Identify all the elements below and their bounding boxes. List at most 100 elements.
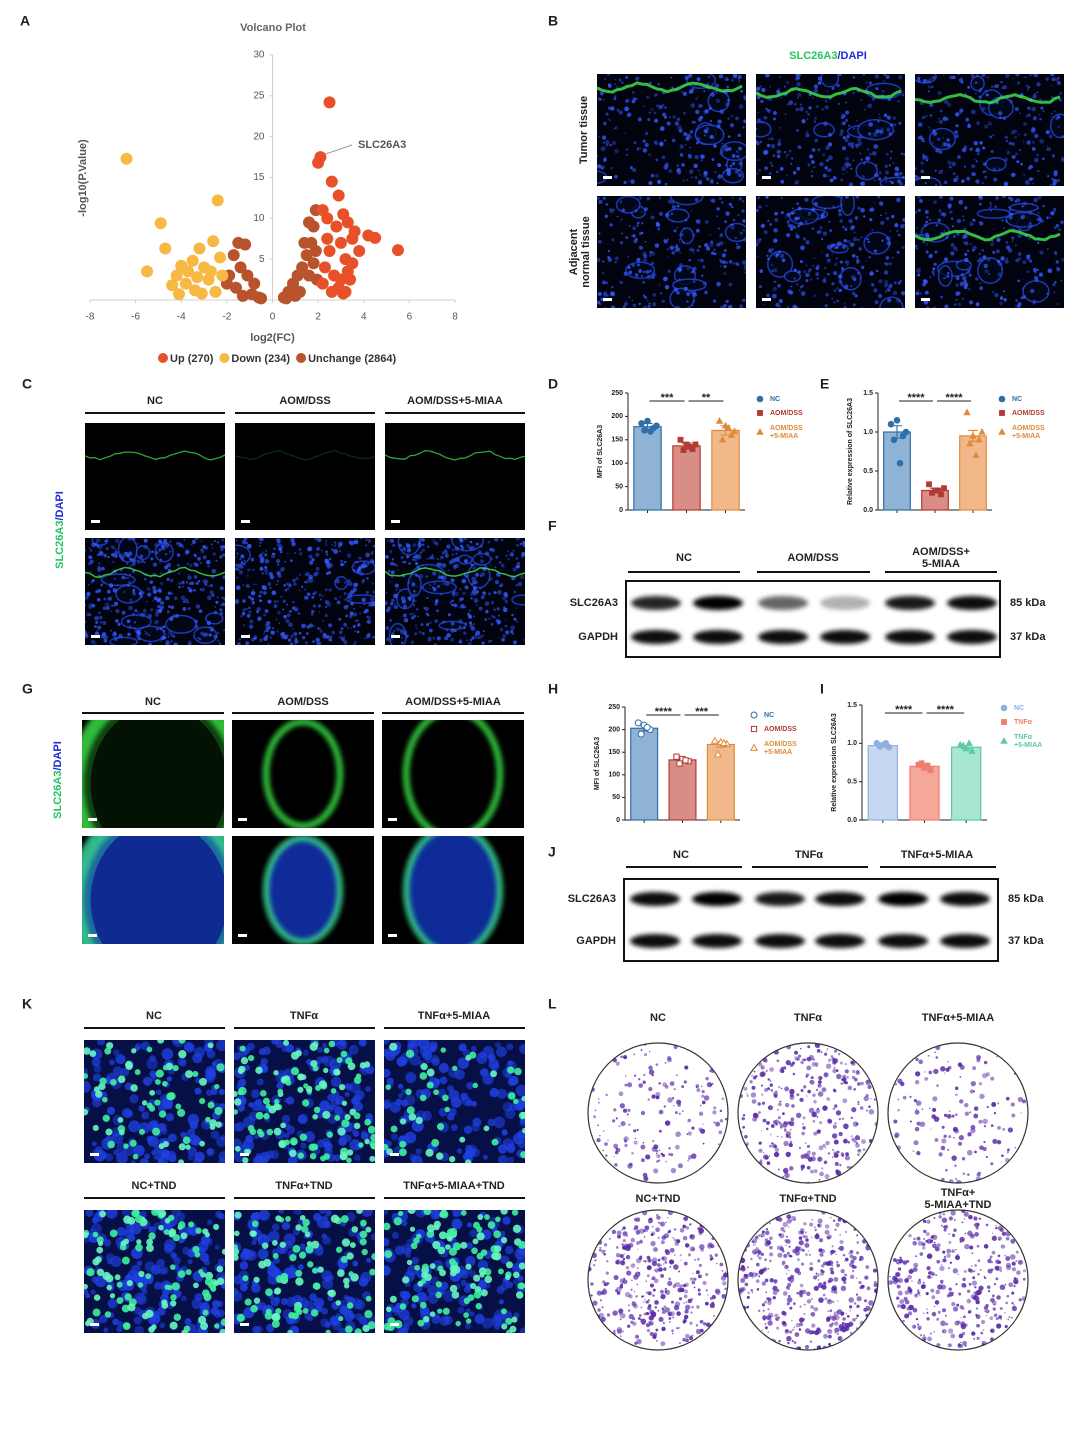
nucleus [161, 1048, 174, 1060]
nucleus [1017, 252, 1022, 256]
nucleus [1037, 169, 1040, 173]
nucleus [428, 556, 432, 560]
nucleus [1033, 157, 1039, 163]
nucleus [215, 1040, 225, 1052]
nucleus [633, 239, 638, 244]
edu-nucleus [415, 1116, 423, 1125]
nucleus [144, 1153, 151, 1160]
nucleus [673, 229, 677, 233]
gland [115, 584, 143, 604]
nucleus [502, 1102, 513, 1112]
nucleus [676, 168, 681, 173]
nucleus [844, 227, 848, 231]
nucleus [621, 208, 625, 212]
nucleus [476, 589, 479, 593]
nucleus [683, 286, 688, 291]
nucleus [363, 610, 367, 614]
nucleus [965, 117, 970, 122]
nucleus [507, 1156, 515, 1163]
organoid-core [406, 836, 500, 944]
blot-frame [625, 580, 1001, 658]
edu-nucleus [460, 1210, 467, 1216]
colony [769, 1083, 774, 1087]
nucleus [623, 180, 627, 185]
nucleus [202, 544, 207, 549]
nucleus [955, 249, 958, 251]
nucleus [93, 625, 96, 628]
edu-nucleus [432, 1240, 441, 1250]
y-tick-label: 50 [612, 794, 620, 801]
colony [594, 1109, 597, 1112]
nucleus [765, 74, 770, 78]
nucleus [917, 76, 921, 80]
edu-nucleus [389, 1042, 398, 1051]
nucleus [651, 275, 656, 279]
data-point [969, 431, 977, 439]
nucleus [91, 1141, 97, 1147]
nucleus [368, 602, 372, 607]
nucleus [315, 571, 320, 575]
colony [605, 1154, 608, 1157]
nucleus [915, 244, 918, 248]
nucleus [979, 202, 982, 206]
data-point [638, 420, 645, 427]
nucleus [470, 563, 474, 567]
edu-nucleus [322, 1110, 331, 1119]
nucleus [408, 548, 412, 551]
nucleus [282, 608, 285, 611]
nucleus [758, 168, 762, 172]
green-signal [385, 567, 525, 578]
nucleus [695, 219, 701, 224]
nucleus [919, 292, 922, 295]
nucleus [460, 546, 465, 550]
nucleus [131, 562, 136, 567]
nucleus [673, 287, 678, 292]
colony [724, 1117, 728, 1121]
colony [669, 1081, 675, 1086]
nucleus [995, 249, 1000, 254]
nucleus [169, 550, 172, 553]
nucleus [358, 556, 362, 560]
nucleus [932, 131, 938, 136]
nucleus [159, 562, 161, 564]
edu-nucleus [338, 1315, 344, 1322]
nucleus [689, 136, 693, 140]
nucleus [505, 554, 508, 557]
edu-nucleus [348, 1271, 354, 1277]
edu-nucleus [180, 1232, 188, 1240]
nucleus [729, 164, 733, 168]
nucleus [897, 99, 901, 103]
edu-nucleus [197, 1315, 207, 1325]
nucleus [837, 274, 843, 279]
scale-bar [390, 1153, 399, 1156]
edu-nucleus [465, 1159, 472, 1163]
nucleus [731, 205, 734, 208]
nucleus [663, 239, 668, 244]
nucleus [613, 95, 617, 99]
nucleus [852, 76, 856, 79]
nucleus [676, 226, 679, 229]
nucleus [807, 269, 811, 273]
nucleus [313, 591, 317, 594]
nucleus [286, 634, 289, 637]
nucleus [875, 163, 878, 167]
nucleus [979, 141, 983, 145]
nucleus [513, 617, 517, 621]
nucleus [245, 607, 248, 611]
nucleus [164, 553, 168, 556]
nucleus [215, 1210, 223, 1218]
nucleus [873, 249, 877, 253]
nucleus [395, 564, 399, 567]
nucleus [94, 643, 97, 645]
nucleus [877, 119, 880, 123]
nucleus [628, 225, 631, 227]
nucleus [316, 637, 320, 642]
nucleus [931, 270, 935, 274]
nucleus [497, 589, 502, 595]
nucleus [209, 590, 215, 595]
point [298, 236, 311, 249]
scale-bar [603, 176, 612, 179]
nucleus [661, 155, 666, 160]
edu-nucleus [116, 1297, 124, 1305]
edu-nucleus [452, 1065, 458, 1072]
